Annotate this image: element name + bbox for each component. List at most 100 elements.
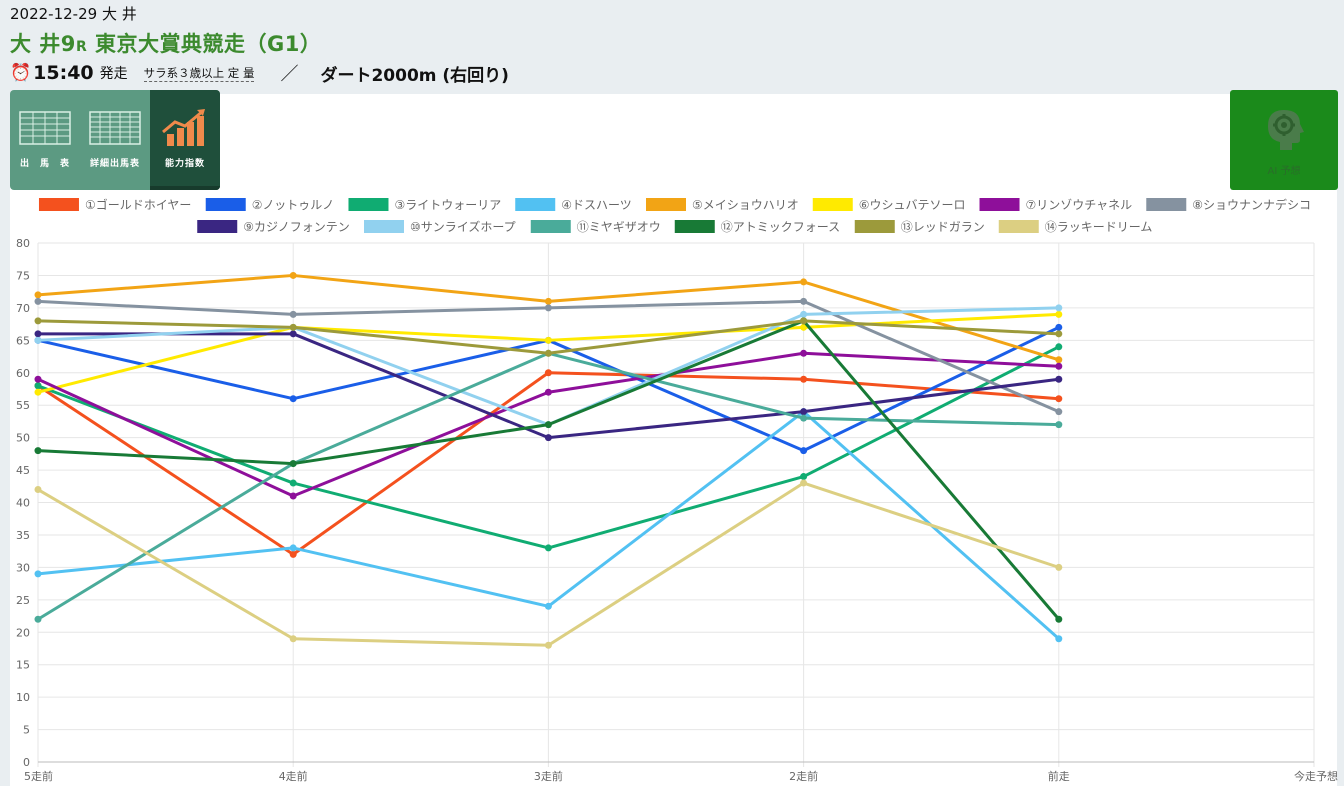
data-point[interactable]	[800, 375, 808, 383]
tab-ability-index[interactable]: 能力指数	[150, 90, 220, 190]
data-point[interactable]	[34, 375, 42, 383]
tab-race-card[interactable]: 出 馬 表	[10, 90, 80, 190]
legend-item[interactable]: ⑥ウシュバテソーロ	[812, 198, 966, 212]
y-tick-label: 25	[16, 594, 30, 607]
data-point[interactable]	[800, 473, 808, 481]
y-tick-label: 75	[16, 269, 30, 282]
separator: ／	[280, 64, 299, 85]
y-tick-label: 65	[16, 334, 30, 347]
y-tick-label: 20	[16, 626, 30, 639]
data-point[interactable]	[544, 544, 552, 552]
data-point[interactable]	[800, 414, 808, 422]
data-point[interactable]	[544, 602, 552, 610]
data-point[interactable]	[1055, 375, 1063, 383]
data-point[interactable]	[34, 317, 42, 325]
x-tick-label: 2走前	[789, 769, 818, 783]
data-point[interactable]	[289, 550, 297, 558]
legend-swatch	[979, 198, 1020, 211]
data-point[interactable]	[544, 297, 552, 305]
legend-item[interactable]: ③ライトウォーリア	[348, 198, 501, 212]
ai-prediction-button[interactable]: AI 予想	[1230, 90, 1338, 190]
data-point[interactable]	[289, 492, 297, 500]
data-point[interactable]	[800, 349, 808, 357]
legend-item[interactable]: ④ドスハーツ	[515, 198, 632, 212]
alarm-clock-icon: ⏰	[10, 63, 32, 83]
race-title: 大 井9R 東京大賞典競走（G1）	[10, 28, 321, 58]
data-point[interactable]	[34, 388, 42, 396]
series-7	[34, 349, 1063, 500]
data-point[interactable]	[289, 635, 297, 643]
data-point[interactable]	[289, 310, 297, 318]
x-axis-ticks: 5走前 4走前 3走前 2走前 前走 今走予想	[24, 769, 1338, 783]
data-point[interactable]	[800, 317, 808, 325]
data-point[interactable]	[34, 486, 42, 494]
data-point[interactable]	[544, 641, 552, 649]
data-point[interactable]	[34, 297, 42, 305]
data-point[interactable]	[289, 544, 297, 552]
data-point[interactable]	[800, 408, 808, 416]
data-point[interactable]	[1055, 310, 1063, 318]
data-point[interactable]	[289, 395, 297, 403]
data-point[interactable]	[34, 330, 42, 338]
y-axis-ticks: 0 5 10 15 20 25 30 35 40 45 50 55 60 65 70 75 80	[16, 237, 30, 769]
legend-item[interactable]: ⑤メイショウハリオ	[645, 198, 799, 212]
data-point[interactable]	[544, 304, 552, 312]
legend-item[interactable]: ⑬レッドガラン	[854, 220, 985, 234]
data-point[interactable]	[544, 388, 552, 396]
data-point[interactable]	[1055, 323, 1063, 331]
data-point[interactable]	[34, 615, 42, 623]
data-point[interactable]	[34, 336, 42, 344]
data-point[interactable]	[1055, 615, 1063, 623]
legend-item[interactable]: ⑫アトミックフォース	[674, 220, 840, 234]
data-point[interactable]	[544, 336, 552, 344]
data-point[interactable]	[1055, 408, 1063, 416]
legend-swatch	[205, 198, 246, 211]
legend-item[interactable]: ⑩サンライズホープ	[363, 219, 516, 234]
data-point[interactable]	[544, 349, 552, 357]
data-point[interactable]	[34, 291, 42, 299]
data-point[interactable]	[544, 421, 552, 429]
rising-bar-chart-icon	[162, 109, 205, 146]
legend-item[interactable]: ⑨カジノフォンテン	[197, 220, 350, 234]
data-point[interactable]	[1055, 356, 1063, 364]
data-point[interactable]	[289, 479, 297, 487]
data-point[interactable]	[800, 278, 808, 286]
data-point[interactable]	[34, 447, 42, 455]
race-class-link[interactable]: サラ系３歳以上 定 量	[143, 65, 255, 82]
legend-label: ①ゴールドホイヤー	[85, 197, 191, 212]
data-point[interactable]	[289, 323, 297, 331]
data-point[interactable]	[800, 447, 808, 455]
data-point[interactable]	[1055, 304, 1063, 312]
data-point[interactable]	[289, 330, 297, 338]
data-point[interactable]	[1055, 395, 1063, 403]
data-point[interactable]	[1055, 362, 1063, 370]
x-tick-label: 前走	[1048, 769, 1070, 783]
tab-detailed-race-card[interactable]: 詳細出馬表	[80, 90, 150, 190]
data-point[interactable]	[800, 323, 808, 331]
data-point[interactable]	[1055, 330, 1063, 338]
series-8	[34, 297, 1063, 416]
data-point[interactable]	[289, 460, 297, 468]
data-point[interactable]	[34, 570, 42, 578]
y-tick-label: 70	[16, 302, 30, 315]
data-point[interactable]	[1055, 343, 1063, 351]
legend-item[interactable]: ⑭ラッキードリーム	[998, 220, 1153, 234]
y-tick-label: 40	[16, 497, 30, 510]
legend-label: ⑧ショウナンナデシコ	[1192, 197, 1311, 212]
legend-item[interactable]: ②ノットゥルノ	[205, 198, 335, 212]
data-point[interactable]	[34, 382, 42, 390]
data-point[interactable]	[289, 271, 297, 279]
data-point[interactable]	[544, 434, 552, 442]
legend-item[interactable]: ①ゴールドホイヤー	[38, 197, 191, 212]
data-point[interactable]	[1055, 563, 1063, 571]
legend-item[interactable]: ⑧ショウナンナデシコ	[1146, 197, 1311, 212]
data-point[interactable]	[1055, 635, 1063, 643]
data-point[interactable]	[544, 369, 552, 377]
data-point[interactable]	[800, 310, 808, 318]
data-point[interactable]	[1055, 421, 1063, 429]
data-point[interactable]	[800, 479, 808, 487]
data-point[interactable]	[800, 297, 808, 305]
legend-item[interactable]: ⑪ミヤギザオウ	[530, 220, 661, 234]
legend-item[interactable]: ⑦リンゾウチャネル	[979, 198, 1133, 212]
legend-swatch	[1146, 198, 1187, 211]
